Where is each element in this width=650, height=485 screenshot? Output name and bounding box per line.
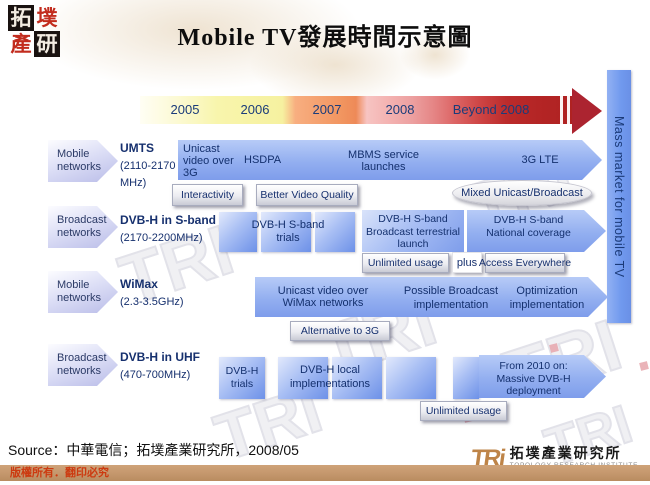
year-label-2007: 2007 <box>312 102 342 117</box>
tech-freq: (2170-2200MHz) <box>120 232 203 244</box>
seal-char: 拓 <box>8 5 34 31</box>
tech-label-umts: UMTS (2110-2170 MHz) <box>120 140 178 192</box>
year-label-beyond-2008: Beyond 2008 <box>452 102 530 117</box>
uhf-impl-box <box>386 357 436 399</box>
tech-name: UMTS <box>120 141 154 155</box>
feature-box-unlimited-usage-uhf: Unlimited usage <box>420 401 507 421</box>
feature-box-interactivity: Interactivity <box>172 184 243 206</box>
tech-label-dvbh-uhf: DVB-H in UHF (470-700MHz) <box>120 349 215 384</box>
sband-coverage-arrow: DVB-H S-band National coverage <box>467 210 606 252</box>
bar-label: Optimization implementation <box>509 285 585 311</box>
source-note: Source：中華電信；拓墣產業研究所，2008/05 <box>8 442 299 458</box>
bar-label: HSDPA <box>244 154 282 166</box>
year-label-2005: 2005 <box>170 102 200 117</box>
bar-label: MBMS service launches <box>348 149 419 173</box>
map-watermark <box>400 30 470 80</box>
corporate-seal-logo: 拓 墣 產 研 <box>8 5 60 57</box>
feature-box-better-video-quality: Better Video Quality <box>256 184 358 206</box>
feature-box-access-everywhere: Access Everywhere <box>479 253 571 273</box>
timeline-stripe <box>567 96 570 124</box>
page-title: Mobile TV發展時間示意圖 <box>177 25 473 51</box>
mass-market-bar: Mass market for mobile TV <box>607 70 631 323</box>
seal-char: 產 <box>10 32 32 56</box>
sband-trial-box <box>219 212 257 252</box>
tech-label-wimax: WiMax (2.3-3.5GHz) <box>120 276 210 311</box>
umts-roadmap-bar: Unicast video over 3G HSDPA MBMS service… <box>178 140 602 180</box>
seal-char: 墣 <box>36 6 58 30</box>
footer-bar: 版權所有．翻印必究 <box>0 465 650 481</box>
category-arrow-broadcast-networks-2: Broadcast networks <box>48 344 118 386</box>
watermark-dot <box>549 343 559 353</box>
uhf-local-label: DVB-H local implementations <box>289 364 371 390</box>
tech-name: DVB-H in UHF <box>120 350 200 364</box>
tech-freq: (2110-2170 MHz) <box>120 160 176 189</box>
bar-label: 3G LTE <box>521 154 559 166</box>
wimax-roadmap-bar: Unicast video over WiMax networks Possib… <box>255 277 608 317</box>
tech-name: WiMax <box>120 277 158 291</box>
copyright-notice: 版權所有．翻印必究 <box>10 467 109 479</box>
year-label-2008: 2008 <box>385 102 415 117</box>
bar-label: Possible Broadcast implementation <box>403 285 499 311</box>
uhf-deployment-arrow: From 2010 on: Massive DVB-H deployment <box>479 355 606 398</box>
timeline-bar <box>140 96 572 124</box>
bar-label: Unicast video over 3G <box>183 143 234 179</box>
map-watermark <box>250 25 420 105</box>
sband-launch-box: DVB-H S-band Broadcast terrestrial launc… <box>362 210 464 252</box>
seal-char: 研 <box>34 31 60 57</box>
sband-trial-box <box>261 212 311 252</box>
category-arrow-mobile-networks-2: Mobile networks <box>48 271 118 313</box>
uhf-trials-box: DVB-H trials <box>219 357 265 399</box>
bar-label: Unicast video over WiMax networks <box>277 285 369 309</box>
timeline-stripe <box>560 96 563 124</box>
sband-trials-label: DVB-H S-band trials <box>251 219 325 244</box>
watermark-dot <box>639 361 649 371</box>
sband-trial-box <box>315 212 355 252</box>
category-arrow-broadcast-networks-1: Broadcast networks <box>48 206 118 248</box>
year-label-2006: 2006 <box>240 102 270 117</box>
timeline-arrowhead <box>572 88 602 134</box>
ellipse-mixed-unicast-broadcast: Mixed Unicast/Broadcast <box>452 180 592 206</box>
tech-freq: (470-700MHz) <box>120 369 191 381</box>
uhf-impl-box <box>278 357 328 399</box>
tech-label-dvbh-sband: DVB-H in S-band (2170-2200MHz) <box>120 212 220 247</box>
tri-logo-name-cn: 拓墣產業研究所 <box>509 447 622 462</box>
uhf-impl-box <box>332 357 382 399</box>
feature-box-alternative-to-3g: Alternative to 3G <box>290 321 390 341</box>
tech-freq: (2.3-3.5GHz) <box>120 296 184 308</box>
uhf-impl-box <box>453 357 479 399</box>
tech-name: DVB-H in S-band <box>120 213 216 227</box>
category-arrow-mobile-networks-1: Mobile networks <box>48 140 118 182</box>
plus-connector: plus <box>452 252 482 273</box>
feature-box-unlimited-usage-sband: Unlimited usage <box>362 253 449 273</box>
